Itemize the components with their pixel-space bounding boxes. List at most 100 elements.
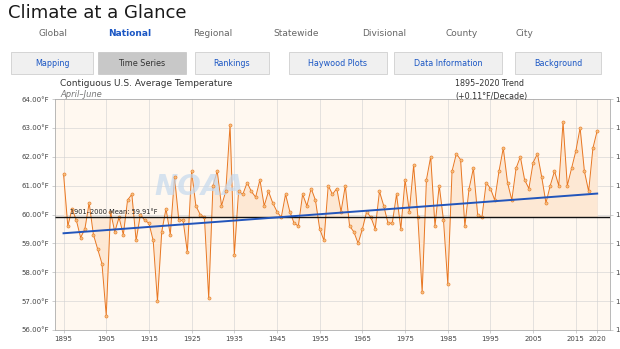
- Point: [315, 226, 325, 232]
- Point: [123, 197, 133, 203]
- Point: [204, 296, 214, 301]
- Point: [558, 119, 568, 125]
- Point: [311, 197, 321, 203]
- Point: [370, 226, 380, 232]
- Point: [127, 192, 137, 197]
- Point: [345, 223, 355, 229]
- Point: [379, 203, 389, 209]
- Point: [76, 235, 86, 240]
- Point: [319, 238, 329, 243]
- Point: [242, 180, 252, 186]
- Point: [234, 188, 244, 194]
- Point: [592, 128, 602, 134]
- Point: [216, 203, 226, 209]
- Point: [327, 192, 337, 197]
- Point: [353, 240, 363, 246]
- Point: [84, 200, 94, 206]
- Point: [494, 169, 504, 174]
- Point: [549, 169, 559, 174]
- Point: [456, 157, 466, 162]
- Point: [336, 209, 346, 214]
- Point: [212, 169, 222, 174]
- Text: April–June: April–June: [60, 90, 102, 99]
- Point: [443, 281, 453, 287]
- Point: [503, 180, 513, 186]
- Text: Global: Global: [38, 29, 68, 37]
- Point: [571, 148, 581, 154]
- Text: Haywood Plots: Haywood Plots: [309, 59, 368, 67]
- Point: [340, 183, 350, 188]
- Point: [105, 209, 115, 214]
- Point: [533, 151, 542, 157]
- Point: [413, 215, 423, 220]
- Point: [161, 206, 171, 211]
- Point: [144, 220, 154, 226]
- Point: [554, 183, 564, 188]
- Point: [289, 220, 299, 226]
- Point: [460, 223, 470, 229]
- Point: [268, 200, 278, 206]
- Point: [298, 192, 308, 197]
- Point: [349, 229, 359, 235]
- Text: Rankings: Rankings: [214, 59, 250, 67]
- Point: [583, 188, 593, 194]
- Text: Climate at a Glance: Climate at a Glance: [8, 4, 187, 22]
- Point: [264, 188, 273, 194]
- Point: [490, 197, 500, 203]
- Text: NOAA: NOAA: [154, 173, 244, 201]
- Point: [89, 232, 99, 238]
- Point: [225, 122, 235, 128]
- Text: Divisional: Divisional: [362, 29, 406, 37]
- Text: Contiguous U.S. Average Temperature: Contiguous U.S. Average Temperature: [60, 79, 232, 88]
- Point: [481, 180, 491, 186]
- Point: [447, 169, 457, 174]
- Point: [575, 125, 585, 131]
- Point: [388, 220, 397, 226]
- Point: [580, 169, 590, 174]
- Point: [93, 246, 103, 252]
- Point: [562, 183, 572, 188]
- Point: [110, 229, 120, 235]
- Point: [374, 188, 384, 194]
- Text: Data Information: Data Information: [414, 59, 482, 67]
- Point: [208, 183, 218, 188]
- Point: [357, 226, 367, 232]
- Point: [114, 215, 124, 220]
- Point: [229, 252, 239, 258]
- Point: [396, 226, 405, 232]
- Point: [438, 217, 448, 223]
- Point: [469, 165, 479, 171]
- Point: [588, 145, 598, 151]
- Point: [417, 290, 427, 295]
- Point: [277, 215, 286, 220]
- Point: [71, 217, 81, 223]
- Point: [148, 238, 158, 243]
- Point: [131, 238, 141, 243]
- Text: Background: Background: [534, 59, 582, 67]
- Point: [80, 226, 90, 232]
- Text: 1895–2020 Trend
(+0.11°F/Decade): 1895–2020 Trend (+0.11°F/Decade): [455, 79, 527, 101]
- Point: [422, 177, 432, 183]
- Point: [63, 223, 73, 229]
- Text: National: National: [108, 29, 151, 37]
- Point: [400, 177, 410, 183]
- Point: [140, 217, 149, 223]
- Point: [511, 165, 521, 171]
- Point: [477, 215, 487, 220]
- Point: [520, 177, 529, 183]
- Point: [485, 186, 495, 191]
- Point: [221, 188, 231, 194]
- Point: [272, 209, 282, 214]
- Point: [174, 217, 184, 223]
- Point: [383, 220, 393, 226]
- Point: [302, 203, 312, 209]
- Point: [153, 298, 162, 304]
- Point: [182, 249, 192, 255]
- Point: [409, 163, 419, 168]
- Point: [332, 186, 342, 191]
- Point: [426, 154, 436, 159]
- Point: [285, 209, 294, 214]
- Point: [259, 203, 269, 209]
- Point: [157, 229, 167, 235]
- Point: [255, 177, 265, 183]
